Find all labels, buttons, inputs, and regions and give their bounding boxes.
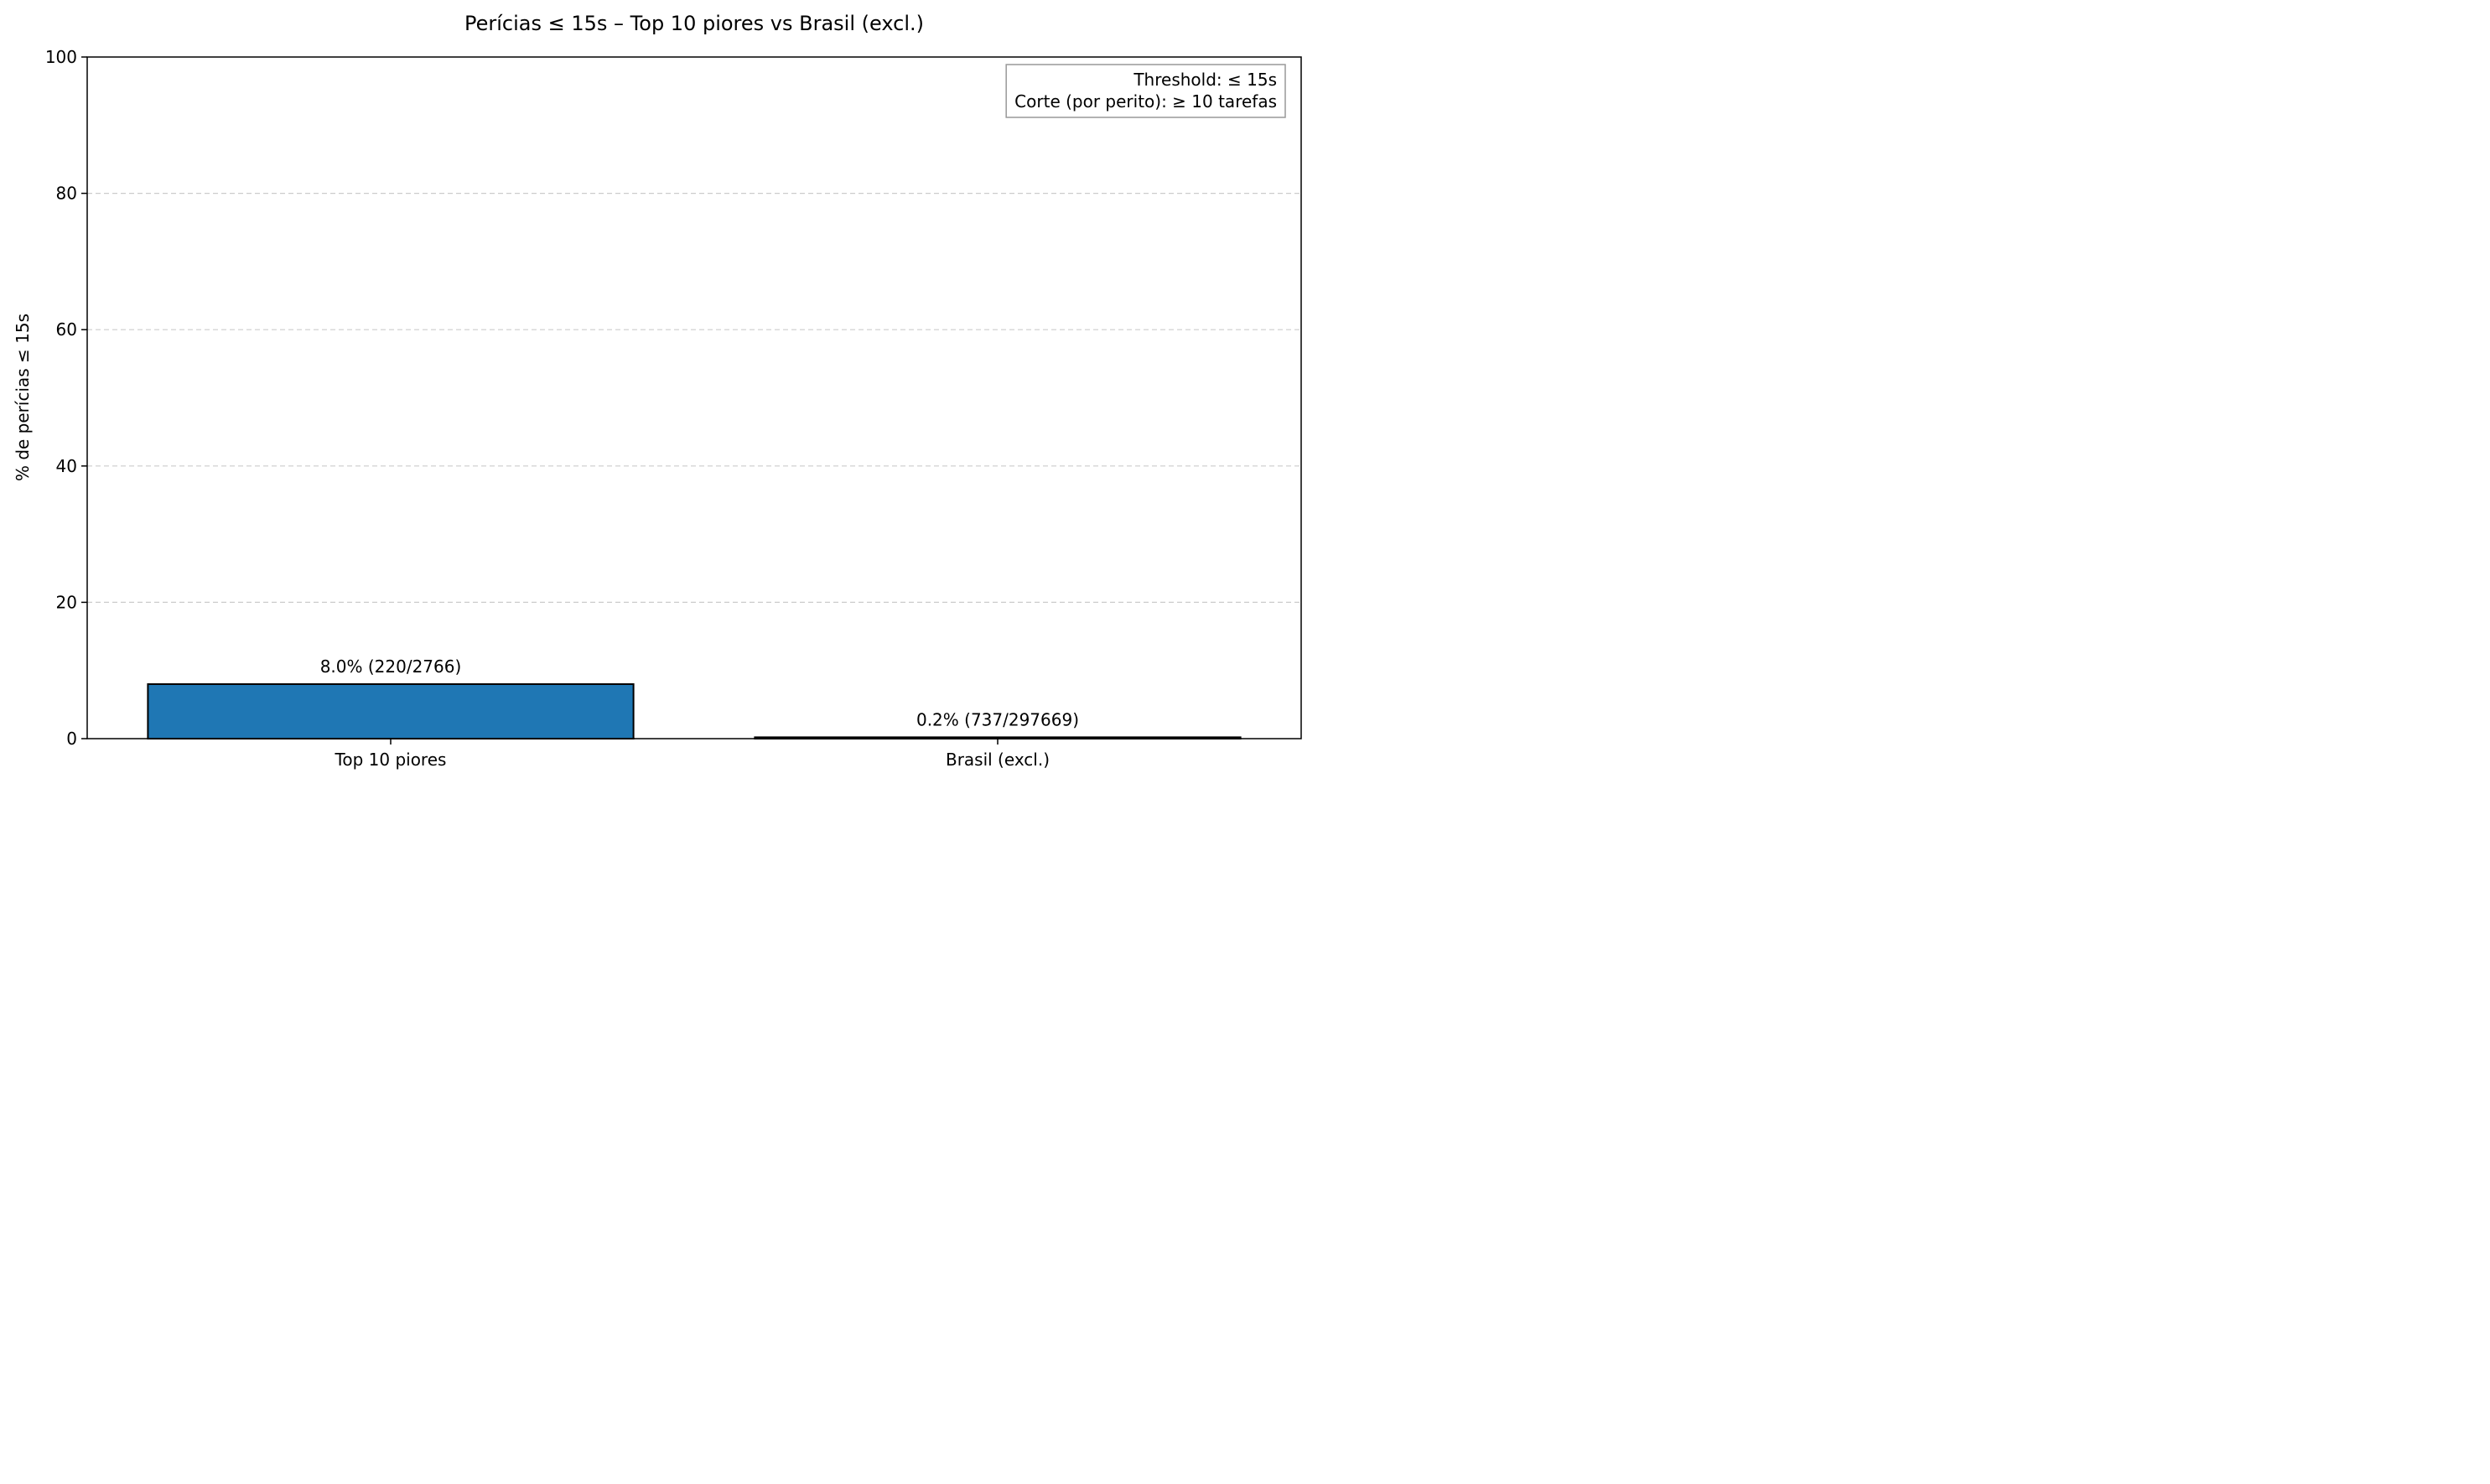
bar-value-labels: 8.0% (220/2766) 0.2% (737/297669) — [320, 656, 1079, 729]
bar-chart: Perícias ≤ 15s – Top 10 piores vs Brasil… — [13, 12, 1302, 770]
annotation-threshold: Threshold: ≤ 15s — [1133, 70, 1277, 90]
x-tick-label: Top 10 piores — [335, 750, 447, 770]
bar — [147, 682, 635, 740]
y-axis-ticks: 0 20 40 60 80 100 — [45, 47, 87, 749]
y-tick-label: 40 — [56, 456, 77, 476]
y-tick-label: 100 — [45, 47, 77, 67]
x-axis-ticks: Top 10 piores Brasil (excl.) — [335, 739, 1050, 770]
bar-value-label: 0.2% (737/297669) — [916, 709, 1079, 729]
y-tick-label: 60 — [56, 319, 77, 340]
y-tick-label: 80 — [56, 184, 77, 204]
bars — [147, 682, 1242, 740]
y-tick-label: 20 — [56, 592, 77, 612]
annotation-box: Threshold: ≤ 15s Corte (por perito): ≥ 1… — [1005, 64, 1286, 118]
bar-value-label: 8.0% (220/2766) — [320, 656, 462, 677]
grid-lines — [87, 193, 1301, 604]
annotation-frame — [1005, 64, 1286, 118]
annotation-cutoff: Corte (por perito): ≥ 10 tarefas — [1014, 91, 1277, 112]
x-tick-label: Brasil (excl.) — [946, 750, 1050, 770]
plot-frame — [86, 56, 1302, 739]
chart-title: Perícias ≤ 15s – Top 10 piores vs Brasil… — [464, 12, 924, 35]
y-tick-label: 0 — [66, 729, 77, 749]
y-axis-label: % de perícias ≤ 15s — [13, 314, 33, 481]
